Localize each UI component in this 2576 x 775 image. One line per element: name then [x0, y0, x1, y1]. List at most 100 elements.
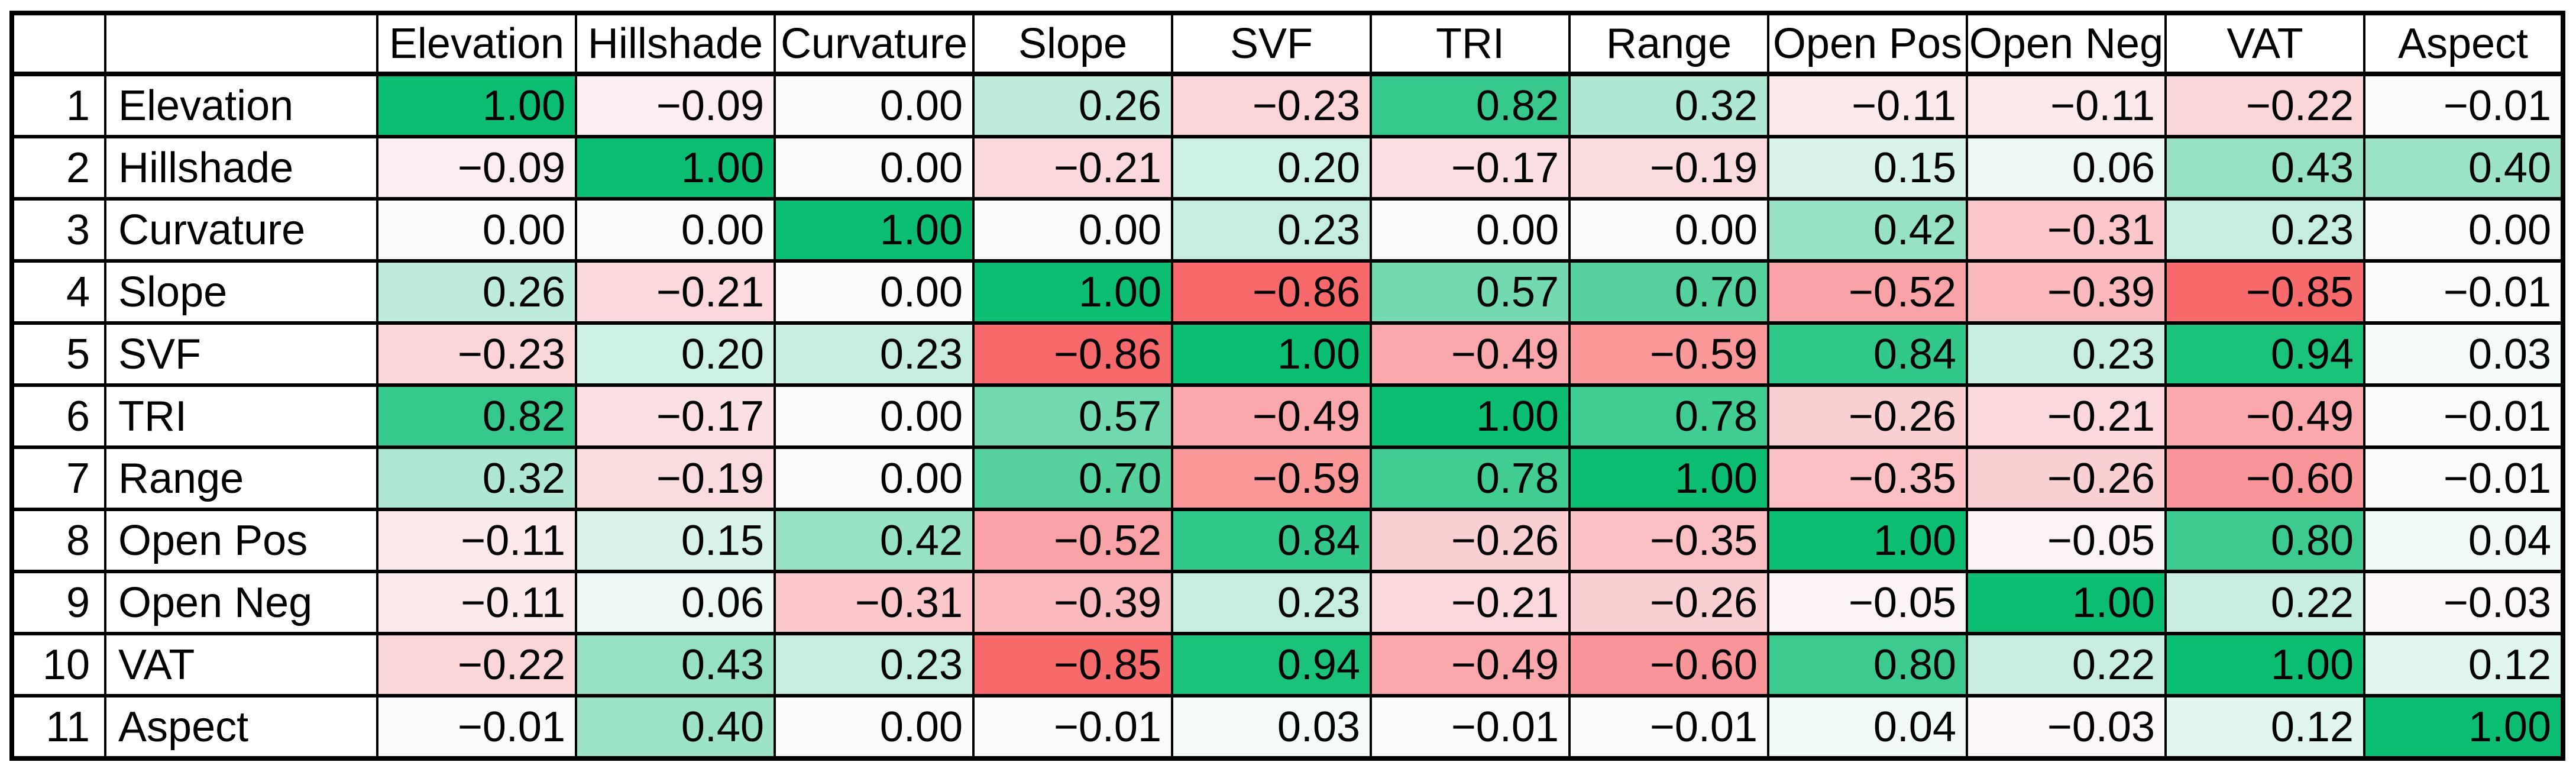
correlation-cell: 0.84: [1171, 508, 1372, 573]
correlation-table-header: Elevation Hillshade Curvature Slope SVF TRI Ra…: [11, 11, 2564, 76]
correlation-cell: −0.11: [376, 570, 577, 635]
correlation-cell: 0.94: [2164, 321, 2365, 387]
correlation-cell: −0.26: [1966, 445, 2167, 511]
correlation-cell: 0.42: [774, 508, 975, 573]
correlation-cell: −0.21: [575, 259, 776, 325]
correlation-cell: 0.43: [575, 632, 776, 698]
correlation-cell: 0.70: [972, 445, 1173, 511]
correlation-cell: 0.12: [2363, 632, 2564, 698]
corner-cell-label: [104, 11, 378, 76]
correlation-cell: −0.35: [1767, 445, 1968, 511]
correlation-cell: 0.12: [2164, 694, 2365, 760]
correlation-cell: 1.00: [376, 72, 577, 138]
correlation-cell: 0.32: [376, 445, 577, 511]
correlation-cell: −0.19: [575, 445, 776, 511]
row-label-svf: SVF: [104, 321, 378, 387]
correlation-cell: 0.23: [774, 321, 975, 387]
correlation-cell: 0.78: [1370, 445, 1571, 511]
correlation-cell: −0.21: [1370, 570, 1571, 635]
row-label-tri: TRI: [104, 383, 378, 449]
correlation-cell: −0.21: [1966, 383, 2167, 449]
correlation-cell: 0.00: [376, 197, 577, 263]
correlation-cell: 0.00: [774, 694, 975, 760]
correlation-cell: −0.01: [2363, 445, 2564, 511]
correlation-cell: 0.23: [1966, 321, 2167, 387]
correlation-cell: 0.04: [2363, 508, 2564, 573]
correlation-cell: −0.39: [972, 570, 1173, 635]
correlation-cell: −0.26: [1767, 383, 1968, 449]
column-header-elevation: Elevation: [376, 11, 577, 76]
correlation-cell: 0.03: [2363, 321, 2564, 387]
correlation-cell: 0.94: [1171, 632, 1372, 698]
correlation-cell: −0.01: [2363, 72, 2564, 138]
row-number-cell: 5: [11, 321, 106, 387]
correlation-cell: −0.11: [1966, 72, 2167, 138]
correlation-cell: 1.00: [2164, 632, 2365, 698]
correlation-cell: 0.06: [575, 570, 776, 635]
correlation-cell: −0.21: [972, 135, 1173, 201]
correlation-cell: −0.49: [1370, 632, 1571, 698]
correlation-cell: 1.00: [1568, 445, 1769, 511]
row-label-open-neg: Open Neg: [104, 570, 378, 635]
row-label-curvature: Curvature: [104, 197, 378, 263]
row-label-vat: VAT: [104, 632, 378, 698]
correlation-cell: −0.52: [1767, 259, 1968, 325]
row-number-cell: 10: [11, 632, 106, 698]
column-header-open-neg: Open Neg: [1966, 11, 2167, 76]
correlation-cell: 0.32: [1568, 72, 1769, 138]
correlation-cell: 1.00: [575, 135, 776, 201]
correlation-cell: 0.70: [1568, 259, 1769, 325]
correlation-cell: −0.23: [376, 321, 577, 387]
correlation-cell: 0.00: [774, 383, 975, 449]
correlation-cell: −0.05: [1767, 570, 1968, 635]
corner-cell-number: [11, 11, 106, 76]
column-header-svf: SVF: [1171, 11, 1372, 76]
correlation-cell: 0.00: [774, 72, 975, 138]
correlation-cell: −0.01: [376, 694, 577, 760]
correlation-cell: 0.15: [575, 508, 776, 573]
column-header-tri: TRI: [1370, 11, 1571, 76]
correlation-cell: 1.00: [1966, 570, 2167, 635]
correlation-cell: −0.01: [1568, 694, 1769, 760]
correlation-cell: 0.00: [972, 197, 1173, 263]
correlation-cell: 0.26: [972, 72, 1173, 138]
correlation-table-body: 1 Elevation 1.00 −0.09 0.00 0.26 −0.23 0.82 0.32…: [11, 72, 2564, 760]
correlation-cell: 0.00: [774, 445, 975, 511]
table-row: 9 Open Neg −0.11 0.06 −0.31 −0.39 0.23 −0.21 −0.…: [11, 570, 2564, 635]
correlation-cell: 0.42: [1767, 197, 1968, 263]
column-header-aspect: Aspect: [2363, 11, 2564, 76]
table-row: 8 Open Pos −0.11 0.15 0.42 −0.52 0.84 −0.26 −0.3…: [11, 508, 2564, 573]
correlation-cell: 1.00: [1370, 383, 1571, 449]
correlation-cell: −0.05: [1966, 508, 2167, 573]
correlation-cell: −0.11: [376, 508, 577, 573]
correlation-cell: −0.01: [2363, 259, 2564, 325]
row-label-slope: Slope: [104, 259, 378, 325]
correlation-cell: 0.15: [1767, 135, 1968, 201]
correlation-cell: −0.22: [376, 632, 577, 698]
correlation-cell: 0.23: [2164, 197, 2365, 263]
correlation-cell: 0.80: [1767, 632, 1968, 698]
row-label-open-pos: Open Pos: [104, 508, 378, 573]
correlation-cell: −0.86: [1171, 259, 1372, 325]
correlation-cell: 0.82: [1370, 72, 1571, 138]
correlation-cell: −0.26: [1568, 570, 1769, 635]
table-row: 6 TRI 0.82 −0.17 0.00 0.57 −0.49 1.00 0.78 −0.26−…: [11, 383, 2564, 449]
row-label-aspect: Aspect: [104, 694, 378, 760]
correlation-cell: −0.03: [2363, 570, 2564, 635]
header-row: Elevation Hillshade Curvature Slope SVF TRI Ra…: [11, 11, 2564, 76]
row-label-elevation: Elevation: [104, 72, 378, 138]
table-row: 1 Elevation 1.00 −0.09 0.00 0.26 −0.23 0.82 0.32…: [11, 72, 2564, 138]
row-number-cell: 6: [11, 383, 106, 449]
correlation-cell: 0.00: [1370, 197, 1571, 263]
row-number-cell: 2: [11, 135, 106, 201]
correlation-cell: −0.09: [376, 135, 577, 201]
correlation-cell: 0.23: [1171, 570, 1372, 635]
correlation-cell: 1.00: [1171, 321, 1372, 387]
correlation-cell: −0.39: [1966, 259, 2167, 325]
correlation-cell: −0.52: [972, 508, 1173, 573]
table-row: 10 VAT −0.22 0.43 0.23 −0.85 0.94 −0.49 −0.60 0.8…: [11, 632, 2564, 698]
row-label-range: Range: [104, 445, 378, 511]
row-number-cell: 3: [11, 197, 106, 263]
correlation-cell: −0.03: [1966, 694, 2167, 760]
correlation-cell: 0.78: [1568, 383, 1769, 449]
